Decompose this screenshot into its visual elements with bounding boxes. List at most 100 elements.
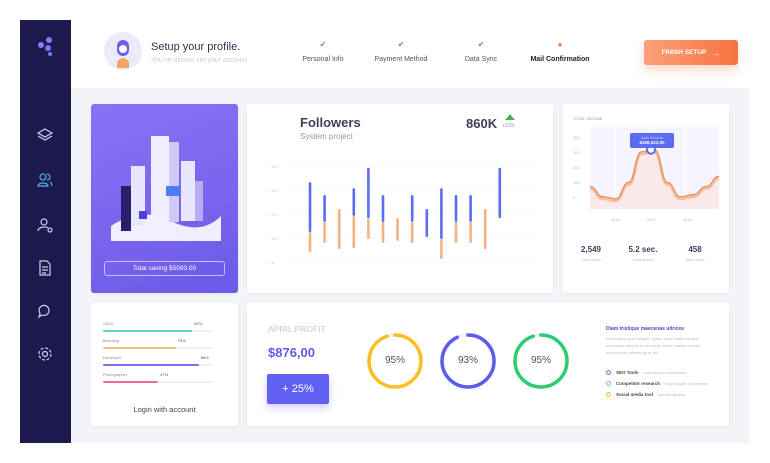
skill-track	[103, 364, 213, 366]
info-text: Malesuada quam aliquet, ipsum lorem vita…	[606, 336, 701, 355]
step-personal-info[interactable]: Personal Info	[302, 56, 344, 63]
feature-note: nulla aliquet consectetur	[665, 381, 709, 386]
city-illustration	[111, 136, 221, 241]
followers-total: 860K	[466, 116, 498, 131]
tooltip-label: April income	[640, 135, 663, 140]
orange-bar	[352, 215, 356, 249]
orange-bar	[323, 221, 326, 244]
donut-progress	[513, 333, 569, 389]
login-with-account-link[interactable]: Login with account	[133, 405, 196, 414]
skill-fill	[103, 381, 158, 383]
orange-bar	[337, 208, 341, 250]
skill-row: UI/UX 81%	[103, 321, 213, 332]
skill-percent: 47%	[160, 372, 169, 377]
profit-title: APRIL PROFIT	[268, 324, 326, 334]
blue-bar	[410, 195, 414, 222]
blue-bar	[454, 195, 458, 222]
chat-icon[interactable]	[33, 299, 57, 323]
y-tick-label: 400	[573, 135, 580, 140]
check-icon: ✔	[477, 40, 485, 49]
orange-bar	[396, 218, 399, 241]
skill-track	[103, 381, 213, 383]
followers-change: +31%	[502, 123, 515, 129]
step-payment-method[interactable]: Payment Method	[374, 56, 428, 63]
layers-icon[interactable]	[33, 123, 57, 147]
logo-icon[interactable]	[33, 34, 57, 58]
orange-bar	[454, 221, 458, 244]
stat-value: 5.2 sec.	[628, 245, 658, 254]
orange-bar	[367, 218, 370, 239]
users-icon[interactable]	[33, 168, 57, 192]
skill-row: Developer 88%	[103, 355, 213, 366]
donut-progress	[367, 333, 423, 389]
orange-bar	[410, 221, 414, 244]
current-step-dot-icon: ●	[557, 40, 563, 49]
profit-change-button[interactable]: + 25%	[267, 374, 329, 404]
bullet-icon	[606, 370, 611, 375]
income-tooltip: April income $156,523.00	[630, 133, 674, 148]
sidebar	[20, 20, 71, 443]
y-tick-label: 200	[271, 212, 278, 217]
step-mail-confirmation[interactable]: Mail Confirmation	[530, 56, 590, 63]
blue-bar	[469, 195, 472, 222]
stat-label: New users	[685, 257, 705, 262]
y-tick-label: 400	[271, 164, 278, 169]
finish-setup-button[interactable]: FINISH SETUP →	[644, 40, 738, 65]
y-tick-label: 100	[271, 236, 278, 241]
donut-label: 93%	[457, 355, 478, 366]
orange-bar	[308, 232, 312, 252]
check-icon: ✔	[397, 40, 405, 49]
arrow-right-icon: →	[711, 47, 721, 58]
y-tick-label: 200	[573, 165, 580, 170]
gear-icon[interactable]	[33, 342, 57, 366]
setup-header: Setup your profile. You've almost set yo…	[71, 20, 750, 88]
step-data-sync[interactable]: Data Sync	[464, 56, 498, 63]
income-title: TOTAL INCOME	[573, 116, 603, 121]
skill-percent: 88%	[200, 355, 209, 360]
donut-label: 95%	[530, 355, 551, 366]
income-stat: 2,549 Total views	[566, 245, 616, 262]
info-title: Diam tristique maecenas ultrices	[606, 326, 685, 332]
progress-donut: 95%	[363, 329, 427, 393]
avatar	[104, 32, 142, 70]
orange-bar	[469, 221, 472, 244]
skill-row: Photographer 47%	[103, 372, 213, 383]
income-chart: 400 300 200 100 0 2016 2017 2018	[573, 127, 720, 222]
feature-list-item[interactable]: Social media tool laoreet dapibus	[606, 392, 685, 397]
orange-bar	[440, 238, 443, 259]
blue-bar	[381, 195, 385, 222]
feature-note: nulla aliquet consectetur	[643, 370, 687, 375]
followers-card: Followers System project 860K +31% 400 30…	[247, 104, 553, 293]
skill-track	[103, 347, 213, 349]
skill-row: Branding 76%	[103, 338, 213, 349]
finish-setup-label: FINISH SETUP	[661, 49, 707, 56]
check-icon: ✔	[319, 40, 327, 49]
feature-list-item[interactable]: Competitor research nulla aliquet consect…	[606, 381, 708, 386]
y-tick-label: 0K	[271, 260, 276, 265]
total-saving-button[interactable]: Total saving $5093.00	[104, 261, 225, 276]
feature-list-item[interactable]: SEO Tools nulla aliquet consectetur	[606, 370, 687, 375]
stat-label: Total views	[581, 257, 601, 262]
document-icon[interactable]	[33, 256, 57, 280]
y-tick-label: 0	[573, 195, 576, 200]
profit-card: APRIL PROFIT $876,00 + 25% 95% 93% 95% Dia…	[247, 303, 729, 426]
x-tick-label: 2017	[647, 217, 657, 222]
blue-bar	[352, 188, 356, 216]
followers-subtitle: System project	[300, 132, 353, 141]
setup-subtitle: You've almost set your account	[151, 57, 248, 64]
skill-track	[103, 330, 213, 332]
skill-label: Photographer	[103, 372, 128, 377]
user-settings-icon[interactable]	[33, 213, 57, 237]
progress-donut: 93%	[436, 329, 500, 393]
blue-bar	[498, 167, 502, 219]
blue-bar	[367, 167, 370, 219]
profit-amount: $876,00	[268, 345, 315, 360]
skill-label: Developer	[103, 355, 122, 360]
skill-fill	[103, 364, 199, 366]
skill-fill	[103, 330, 193, 332]
bullet-icon	[606, 392, 611, 397]
feature-label: Competitor research	[616, 381, 661, 386]
feature-label: Social media tool	[616, 392, 654, 397]
saving-card: Total saving $5093.00	[91, 104, 238, 293]
skills-card: UI/UX 81% Branding 76% Developer 88% Photograp…	[91, 303, 238, 426]
